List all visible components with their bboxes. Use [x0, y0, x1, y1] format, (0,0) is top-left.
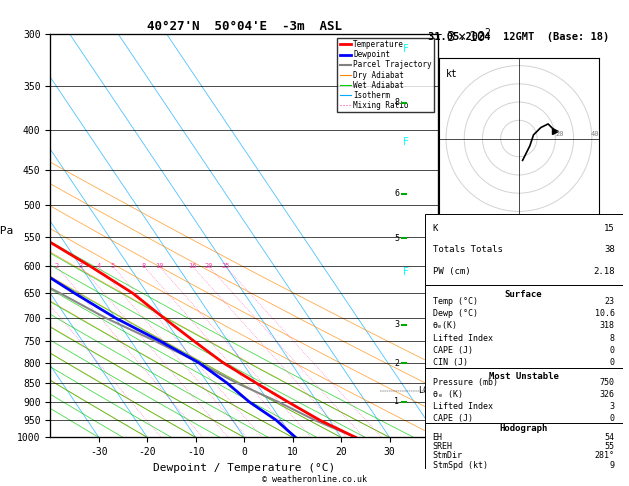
Text: LCL: LCL: [418, 386, 433, 395]
Text: 4: 4: [97, 263, 101, 269]
Text: CIN (J): CIN (J): [433, 358, 467, 367]
Text: 20: 20: [555, 131, 564, 138]
Text: 38: 38: [604, 245, 615, 255]
Text: StmDir: StmDir: [433, 451, 462, 460]
FancyBboxPatch shape: [425, 368, 623, 444]
Text: EH: EH: [433, 433, 442, 442]
Text: 6: 6: [394, 189, 399, 198]
Text: 54: 54: [605, 433, 615, 442]
Text: kt: kt: [446, 69, 458, 79]
Text: 2: 2: [55, 263, 58, 269]
Text: 23: 23: [605, 297, 615, 306]
Text: θₑ (K): θₑ (K): [433, 390, 462, 399]
Text: CAPE (J): CAPE (J): [433, 346, 472, 355]
Text: 20: 20: [204, 263, 213, 269]
Text: 5: 5: [111, 263, 115, 269]
Text: PW (cm): PW (cm): [433, 267, 470, 276]
Legend: Temperature, Dewpoint, Parcel Trajectory, Dry Adiabat, Wet Adiabat, Isotherm, Mi: Temperature, Dewpoint, Parcel Trajectory…: [337, 38, 434, 112]
Text: 16: 16: [188, 263, 197, 269]
Text: 0: 0: [610, 346, 615, 355]
Text: 3: 3: [394, 320, 399, 329]
Text: 25: 25: [221, 263, 230, 269]
Text: Lifted Index: Lifted Index: [433, 402, 493, 411]
Text: Temp (°C): Temp (°C): [433, 297, 477, 306]
Text: 8: 8: [394, 99, 399, 107]
FancyBboxPatch shape: [425, 423, 623, 469]
Text: 1: 1: [394, 397, 399, 406]
Text: 9: 9: [610, 461, 615, 469]
Text: CIN (J): CIN (J): [433, 427, 467, 435]
FancyBboxPatch shape: [425, 214, 623, 285]
Text: 0: 0: [610, 358, 615, 367]
Text: 2.18: 2.18: [593, 267, 615, 276]
Text: 5: 5: [394, 234, 399, 243]
Text: F: F: [403, 137, 409, 146]
Text: F: F: [403, 267, 409, 278]
FancyBboxPatch shape: [425, 444, 623, 467]
Text: © weatheronline.co.uk: © weatheronline.co.uk: [262, 474, 367, 484]
Text: 10: 10: [155, 263, 164, 269]
FancyBboxPatch shape: [425, 285, 623, 368]
Y-axis label: km
ASL: km ASL: [505, 236, 520, 255]
Text: 3: 3: [610, 402, 615, 411]
Text: 15: 15: [604, 224, 615, 233]
Text: CAPE (J): CAPE (J): [433, 415, 472, 423]
Text: SREH: SREH: [433, 442, 452, 451]
Text: F: F: [403, 44, 409, 53]
Text: 326: 326: [600, 390, 615, 399]
Text: 750: 750: [600, 378, 615, 387]
Text: Most Unstable: Most Unstable: [489, 372, 559, 381]
Text: 31.05.2024  12GMT  (Base: 18): 31.05.2024 12GMT (Base: 18): [428, 32, 609, 42]
Text: Surface: Surface: [505, 290, 542, 299]
Text: 0: 0: [610, 427, 615, 435]
Text: Totals Totals: Totals Totals: [433, 245, 503, 255]
Text: 318: 318: [600, 322, 615, 330]
Text: Hodograph: Hodograph: [499, 424, 548, 433]
Y-axis label: hPa: hPa: [0, 226, 13, 236]
Text: θₑ(K): θₑ(K): [433, 322, 457, 330]
Text: Lifted Index: Lifted Index: [433, 333, 493, 343]
Text: 3: 3: [79, 263, 83, 269]
Text: Dewp (°C): Dewp (°C): [433, 310, 477, 318]
Text: 2: 2: [394, 359, 399, 368]
Text: Pressure (mb): Pressure (mb): [433, 378, 498, 387]
Text: 40: 40: [591, 131, 599, 138]
Text: K: K: [433, 224, 438, 233]
Title: 40°27'N  50°04'E  -3m  ASL: 40°27'N 50°04'E -3m ASL: [147, 20, 342, 33]
Text: 0: 0: [610, 415, 615, 423]
Text: 10.6: 10.6: [595, 310, 615, 318]
Text: 8: 8: [142, 263, 146, 269]
Text: 55: 55: [605, 442, 615, 451]
Text: StmSpd (kt): StmSpd (kt): [433, 461, 487, 469]
Text: 281°: 281°: [595, 451, 615, 460]
Text: Hodograph: Hodograph: [499, 444, 548, 453]
Text: 8: 8: [610, 333, 615, 343]
X-axis label: Dewpoint / Temperature (°C): Dewpoint / Temperature (°C): [153, 463, 335, 473]
